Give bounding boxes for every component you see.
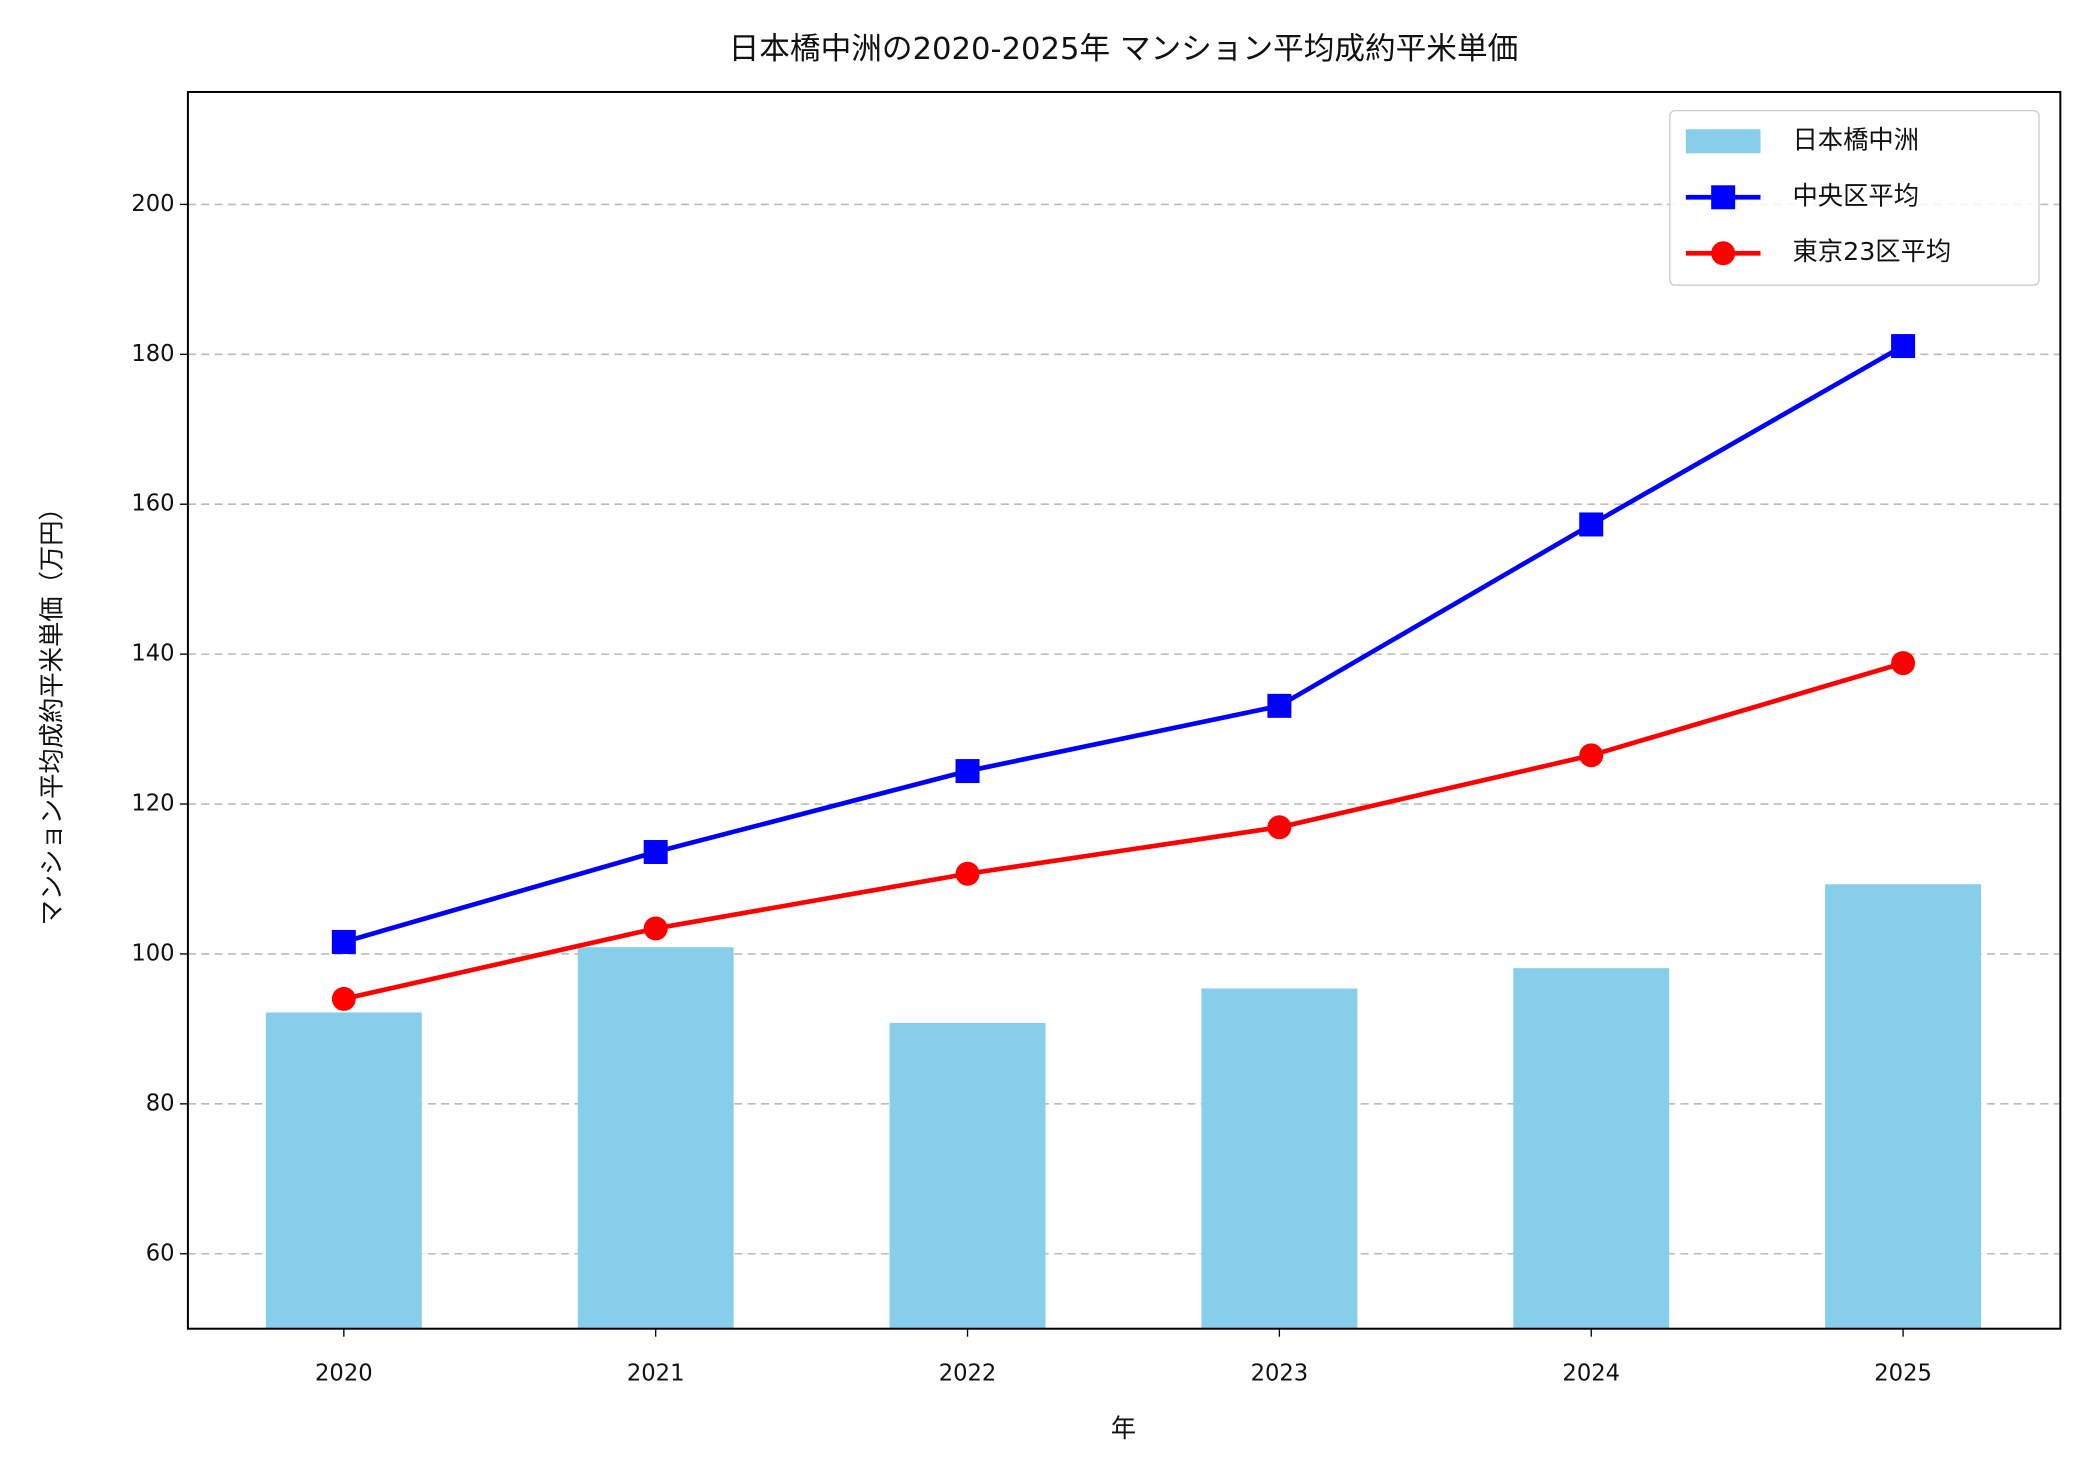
point	[1891, 651, 1916, 676]
bar	[1513, 968, 1670, 1329]
point	[955, 759, 980, 784]
y-tick-label: 200	[131, 191, 174, 217]
x-tick-label: 2025	[1874, 1361, 1932, 1387]
y-tick-label: 160	[131, 491, 174, 517]
point	[1579, 743, 1604, 768]
y-tick-label: 60	[146, 1240, 175, 1266]
plot-frame	[186, 90, 2062, 1330]
y-tick-label: 100	[131, 940, 174, 966]
bar	[577, 947, 734, 1329]
point	[1267, 815, 1292, 840]
point	[1267, 693, 1292, 718]
y-tick-label: 180	[131, 341, 174, 367]
point	[955, 861, 980, 886]
x-tick-label: 2021	[627, 1361, 685, 1387]
x-tick-label: 2023	[1251, 1361, 1309, 1387]
y-tick-label: 80	[146, 1090, 175, 1116]
point	[331, 929, 356, 954]
legend-swatch	[1685, 129, 1761, 154]
line	[343, 344, 1905, 945]
y-axis-label: マンション平均成約平米単価（万円）	[36, 495, 66, 925]
point	[643, 840, 668, 865]
x-tick-label: 2022	[939, 1361, 997, 1387]
bar	[1825, 884, 1982, 1329]
point	[1891, 334, 1916, 359]
bar	[265, 1012, 422, 1329]
point	[331, 986, 356, 1011]
point	[1579, 512, 1604, 537]
chart-title: 日本橋中洲の2020-2025年 マンション平均成約平米単価	[729, 32, 1519, 67]
x-axis-label: 年	[1111, 1413, 1136, 1443]
legend-label: 東京23区平均	[1792, 236, 1951, 266]
y-tick-label: 140	[131, 641, 174, 667]
legend-marker	[1711, 185, 1736, 210]
legend-frame	[1669, 109, 2040, 286]
legend-label: 中央区平均	[1792, 180, 1919, 210]
legend-label: 日本橋中洲	[1792, 124, 1919, 154]
point	[643, 916, 668, 941]
bar	[1201, 988, 1358, 1329]
line	[343, 660, 1904, 1002]
y-tick-label: 120	[131, 791, 174, 817]
legend-marker	[1711, 241, 1736, 266]
x-tick-label: 2024	[1562, 1361, 1620, 1387]
bar	[889, 1022, 1046, 1329]
x-tick-label: 2020	[315, 1361, 373, 1387]
